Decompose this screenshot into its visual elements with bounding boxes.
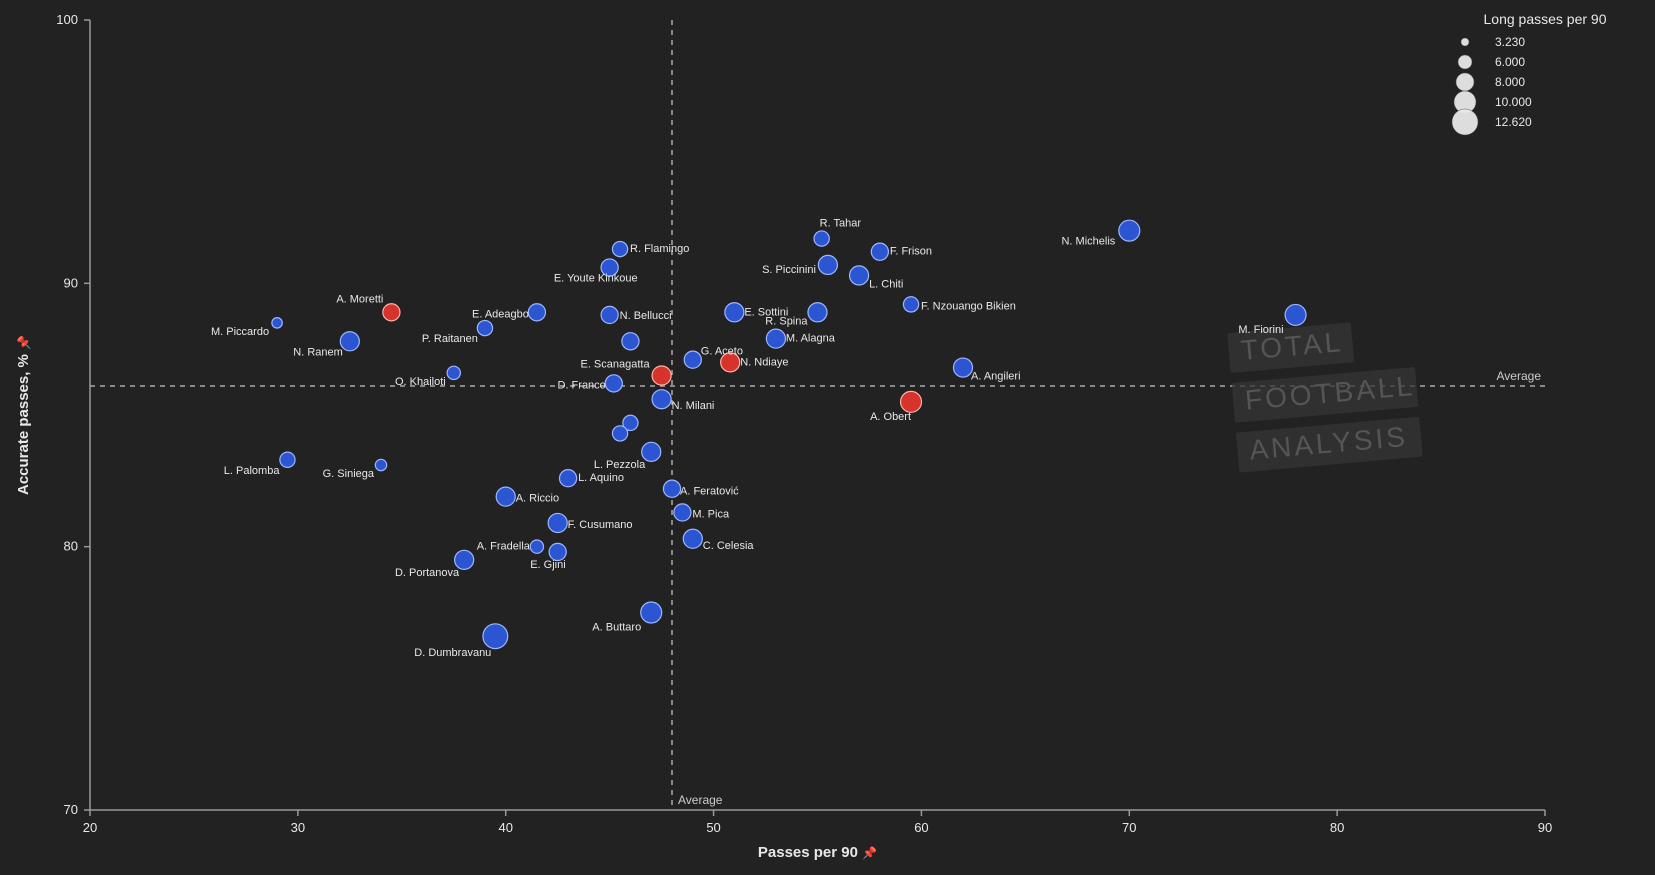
data-point[interactable] — [652, 366, 671, 385]
x-axis-label: Passes per 90 📌 — [758, 844, 877, 861]
data-point[interactable] — [528, 304, 545, 321]
x-tick: 40 — [498, 820, 512, 835]
data-point[interactable] — [601, 306, 618, 323]
data-point[interactable] — [612, 426, 627, 441]
legend-value: 8.000 — [1495, 75, 1525, 89]
data-point[interactable] — [642, 442, 661, 461]
data-point[interactable] — [1119, 220, 1140, 241]
legend-value: 3.230 — [1495, 35, 1525, 49]
data-point[interactable] — [683, 529, 702, 548]
legend-bubble — [1452, 109, 1478, 135]
legend-value: 10.000 — [1495, 95, 1532, 109]
y-tick: 90 — [64, 275, 78, 290]
x-tick: 50 — [706, 820, 720, 835]
data-point[interactable] — [808, 303, 827, 322]
y-tick: 70 — [64, 802, 78, 817]
avg-x-label: Average — [678, 793, 723, 807]
data-point[interactable] — [903, 297, 918, 312]
data-point[interactable] — [272, 318, 282, 328]
data-point[interactable] — [280, 452, 295, 467]
data-point[interactable] — [818, 255, 837, 274]
data-point[interactable] — [483, 624, 508, 649]
legend-value: 6.000 — [1495, 55, 1525, 69]
data-point[interactable] — [559, 470, 576, 487]
data-point[interactable] — [721, 353, 740, 372]
scatter-chart: 20 30 40 50 60 70 80 90 70 80 90 100 Passes per 90 📌… — [0, 0, 1655, 875]
data-point[interactable] — [455, 550, 474, 569]
data-point[interactable] — [477, 320, 492, 335]
x-tick: 90 — [1538, 820, 1552, 835]
data-point[interactable] — [871, 243, 888, 260]
legend-bubble — [1461, 38, 1469, 46]
data-point[interactable] — [340, 332, 359, 351]
legend-bubble — [1456, 73, 1474, 91]
data-point[interactable] — [549, 543, 566, 560]
x-tick: 70 — [1122, 820, 1136, 835]
data-point[interactable] — [684, 351, 701, 368]
data-point[interactable] — [375, 459, 386, 470]
data-point[interactable] — [652, 390, 671, 409]
data-point[interactable] — [766, 329, 785, 348]
data-point[interactable] — [496, 487, 515, 506]
data-point[interactable] — [814, 231, 829, 246]
legend-value: 12.620 — [1495, 115, 1532, 129]
x-tick: 80 — [1330, 820, 1344, 835]
data-point[interactable] — [674, 504, 691, 521]
data-point[interactable] — [663, 480, 680, 497]
data-point[interactable] — [383, 304, 400, 321]
chart-svg: 20 30 40 50 60 70 80 90 70 80 90 100 Passes per 90 📌… — [0, 0, 1655, 875]
y-axis-label: Accurate passes, % 📌 — [15, 335, 32, 495]
data-point[interactable] — [622, 333, 639, 350]
x-tick: 30 — [291, 820, 305, 835]
data-point[interactable] — [901, 391, 922, 412]
y-tick: 100 — [56, 12, 78, 27]
data-point[interactable] — [1285, 304, 1306, 325]
y-tick: 80 — [64, 539, 78, 554]
data-point[interactable] — [953, 358, 972, 377]
data-point[interactable] — [601, 259, 618, 276]
data-point[interactable] — [447, 366, 460, 379]
data-point[interactable] — [850, 266, 869, 285]
data-point[interactable] — [548, 513, 567, 532]
x-tick: 60 — [914, 820, 928, 835]
avg-y-label: Average — [1497, 369, 1542, 383]
data-point[interactable] — [612, 241, 627, 256]
legend-title: Long passes per 90 — [1484, 11, 1607, 27]
data-point[interactable] — [530, 540, 543, 553]
data-point[interactable] — [725, 303, 744, 322]
legend-bubble — [1458, 55, 1472, 69]
data-point[interactable] — [605, 375, 622, 392]
data-point[interactable] — [641, 602, 662, 623]
x-tick: 20 — [83, 820, 97, 835]
